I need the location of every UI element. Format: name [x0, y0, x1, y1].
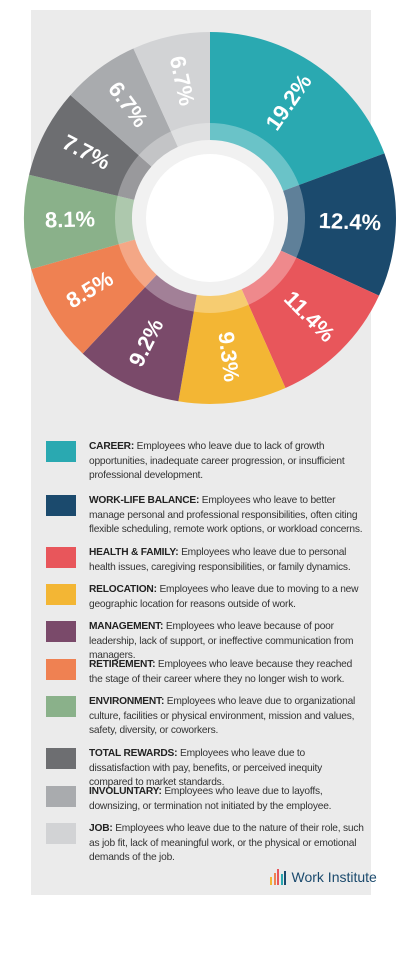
legend-text: HEALTH & FAMILY: Employees who leave due… — [89, 546, 364, 575]
legend-item: JOB: Employees who leave due to the natu… — [46, 822, 364, 866]
donut-slice — [23, 174, 136, 270]
donut-slice — [241, 250, 380, 388]
legend-label: INVOLUNTARY: — [89, 786, 162, 797]
legend-item: ENVIRONMENT: Employees who leave due to … — [46, 695, 364, 739]
legend-description: Employees who leave to better manage per… — [89, 495, 363, 535]
legend-label: JOB: — [89, 823, 113, 834]
donut-slice — [210, 32, 385, 191]
legend-label: CAREER: — [89, 441, 135, 452]
legend-label: WORK-LIFE BALANCE: — [89, 495, 200, 506]
legend-description: Employees who leave due to moving to a n… — [89, 584, 359, 610]
legend-item: TOTAL REWARDS: Employees who leave due t… — [46, 747, 364, 791]
legend-label: HEALTH & FAMILY: — [89, 547, 179, 558]
legend-label: RELOCATION: — [89, 584, 157, 595]
legend-text: INVOLUNTARY: Employees who leave due to … — [89, 785, 364, 814]
legend-label: TOTAL REWARDS: — [89, 748, 178, 759]
legend-swatch — [46, 495, 76, 516]
donut-slice — [280, 153, 396, 296]
legend-swatch — [46, 621, 76, 642]
donut-slice — [82, 274, 197, 402]
logo-text: Work Institute — [291, 869, 377, 885]
value-label: 8.1% — [45, 206, 96, 232]
logo-icon — [270, 869, 288, 885]
legend-swatch — [46, 696, 76, 717]
legend-text: WORK-LIFE BALANCE: Employees who leave t… — [89, 494, 364, 538]
legend-description: Employees who leave because they reached… — [89, 659, 353, 685]
legend-item: MANAGEMENT: Employees who leave because … — [46, 620, 364, 664]
legend-label: MANAGEMENT: — [89, 621, 164, 632]
legend-text: ENVIRONMENT: Employees who leave due to … — [89, 695, 364, 739]
legend-description: Employees who leave due to dissatisfacti… — [89, 748, 323, 788]
legend-text: JOB: Employees who leave due to the natu… — [89, 822, 364, 866]
legend-text: TOTAL REWARDS: Employees who leave due t… — [89, 747, 364, 791]
value-label: 9.3% — [213, 330, 244, 383]
legend-item: HEALTH & FAMILY: Employees who leave due… — [46, 546, 364, 575]
legend-label: RETIREMENT: — [89, 659, 156, 670]
legend-description: Employees who leave due to organizationa… — [89, 696, 356, 736]
legend-item: WORK-LIFE BALANCE: Employees who leave t… — [46, 494, 364, 538]
legend-item: RELOCATION: Employees who leave due to m… — [46, 583, 364, 612]
legend-item: INVOLUNTARY: Employees who leave due to … — [46, 785, 364, 814]
legend-text: RETIREMENT: Employees who leave because … — [89, 658, 364, 687]
legend-description: Employees who leave due to lack of growt… — [89, 441, 345, 481]
legend-item: RETIREMENT: Employees who leave because … — [46, 658, 364, 687]
donut-slice — [31, 239, 157, 354]
donut-slice — [70, 48, 178, 167]
donut-hole — [146, 154, 274, 282]
legend-description: Employees who leave due to layoffs, down… — [89, 786, 332, 812]
legend-swatch — [46, 823, 76, 844]
value-label: 12.4% — [318, 208, 381, 235]
legend-label: ENVIRONMENT: — [89, 696, 165, 707]
legend-swatch — [46, 547, 76, 568]
legend-text: RELOCATION: Employees who leave due to m… — [89, 583, 364, 612]
legend-text: CAREER: Employees who leave due to lack … — [89, 440, 364, 484]
donut-chart: 19.2%12.4%11.4%9.3%9.2%8.5%8.1%7.7%6.7% 6… — [23, 32, 396, 405]
legend-swatch — [46, 584, 76, 605]
logo: Work Institute — [270, 869, 377, 885]
legend-swatch — [46, 441, 76, 462]
legend-swatch — [46, 748, 76, 769]
legend-description: Employees who leave because of poor lead… — [89, 621, 354, 661]
legend-text: MANAGEMENT: Employees who leave because … — [89, 620, 364, 664]
legend-swatch — [46, 659, 76, 680]
donut-slice — [178, 289, 286, 405]
donut-slice — [29, 95, 152, 200]
legend-description: Employees who leave due to personal heal… — [89, 547, 351, 573]
legend-item: CAREER: Employees who leave due to lack … — [46, 440, 364, 484]
legend-swatch — [46, 786, 76, 807]
donut-slice — [133, 32, 210, 147]
legend-description: Employees who leave due to the nature of… — [89, 823, 364, 863]
